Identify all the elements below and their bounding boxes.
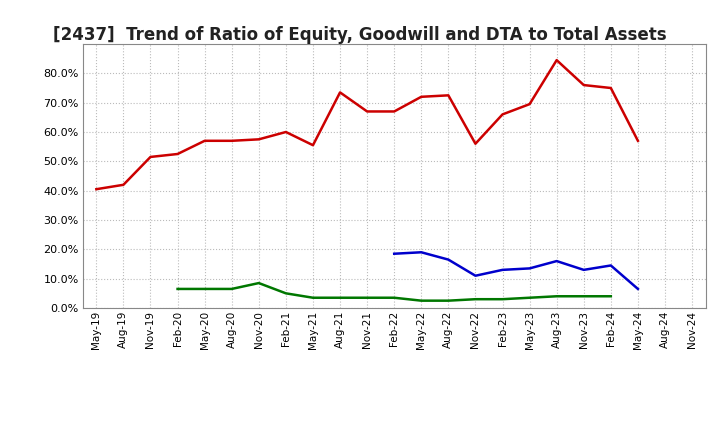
Deferred Tax Assets — [254, 280, 263, 286]
Deferred Tax Assets — [200, 286, 209, 292]
Equity — [634, 138, 642, 143]
Equity — [92, 187, 101, 192]
Equity — [580, 82, 588, 88]
Deferred Tax Assets — [471, 297, 480, 302]
Goodwill — [552, 258, 561, 264]
Deferred Tax Assets — [390, 295, 399, 301]
Deferred Tax Assets — [526, 295, 534, 301]
Text: [2437]  Trend of Ratio of Equity, Goodwill and DTA to Total Assets: [2437] Trend of Ratio of Equity, Goodwil… — [53, 26, 667, 44]
Goodwill — [526, 266, 534, 271]
Equity — [498, 112, 507, 117]
Goodwill — [498, 267, 507, 272]
Goodwill — [444, 257, 453, 262]
Goodwill — [390, 251, 399, 257]
Deferred Tax Assets — [174, 286, 182, 292]
Equity — [146, 154, 155, 160]
Equity — [119, 182, 127, 187]
Deferred Tax Assets — [363, 295, 372, 301]
Deferred Tax Assets — [309, 295, 318, 301]
Equity — [336, 90, 344, 95]
Deferred Tax Assets — [282, 291, 290, 296]
Deferred Tax Assets — [580, 293, 588, 299]
Goodwill — [580, 267, 588, 272]
Deferred Tax Assets — [498, 297, 507, 302]
Line: Deferred Tax Assets: Deferred Tax Assets — [178, 283, 611, 301]
Line: Equity: Equity — [96, 60, 638, 189]
Deferred Tax Assets — [606, 293, 615, 299]
Equity — [254, 137, 263, 142]
Equity — [444, 93, 453, 98]
Equity — [390, 109, 399, 114]
Deferred Tax Assets — [228, 286, 236, 292]
Equity — [174, 151, 182, 157]
Equity — [228, 138, 236, 143]
Equity — [417, 94, 426, 99]
Equity — [552, 58, 561, 63]
Goodwill — [417, 249, 426, 255]
Equity — [282, 129, 290, 135]
Goodwill — [471, 273, 480, 279]
Deferred Tax Assets — [444, 298, 453, 303]
Equity — [471, 141, 480, 147]
Equity — [606, 85, 615, 91]
Goodwill — [606, 263, 615, 268]
Equity — [200, 138, 209, 143]
Deferred Tax Assets — [552, 293, 561, 299]
Deferred Tax Assets — [417, 298, 426, 303]
Line: Goodwill: Goodwill — [395, 252, 638, 289]
Goodwill — [634, 286, 642, 292]
Equity — [526, 102, 534, 107]
Deferred Tax Assets — [336, 295, 344, 301]
Equity — [363, 109, 372, 114]
Equity — [309, 143, 318, 148]
